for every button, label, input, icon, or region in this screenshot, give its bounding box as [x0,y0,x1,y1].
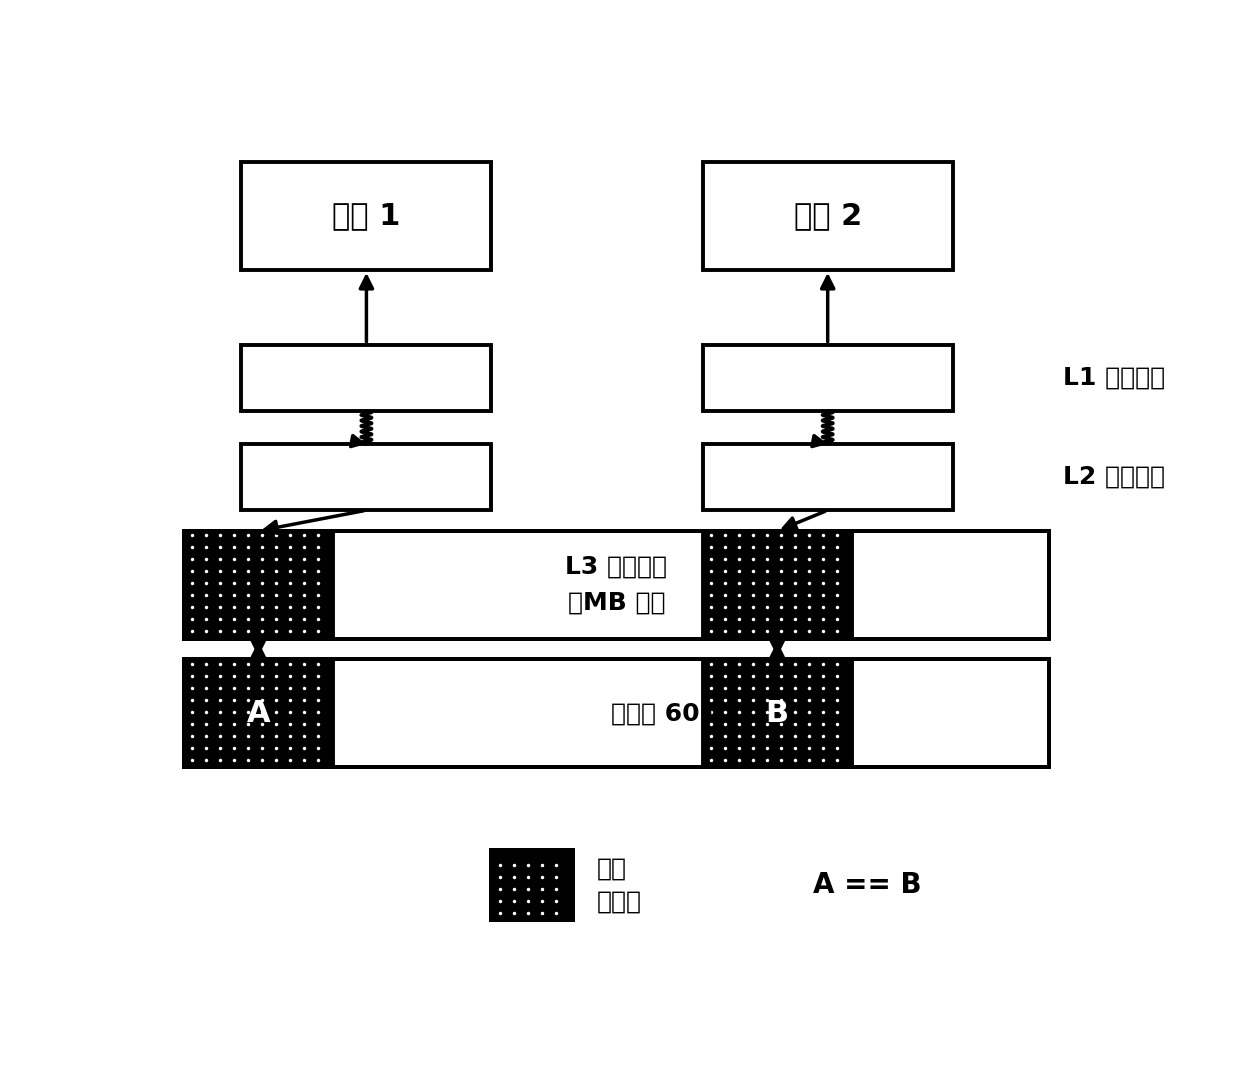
Bar [491,850,573,920]
Text: L3 高速缓存
－MB 规模: L3 高速缓存 －MB 规模 [565,555,667,614]
Text: 实例 1: 实例 1 [332,201,401,230]
Bar [703,344,952,411]
Text: A: A [247,698,270,727]
Bar [184,530,1049,639]
Bar [242,162,491,270]
Bar [703,162,952,270]
Text: 实例 2: 实例 2 [794,201,862,230]
Text: L2 高速缓存: L2 高速缓存 [1063,465,1166,490]
Text: 存储器 601: 存储器 601 [611,702,718,725]
Bar [703,660,852,767]
Bar [703,444,952,510]
Text: B: B [765,698,789,727]
Bar [184,530,1049,639]
Text: L1 高速缓存: L1 高速缓存 [1063,366,1166,390]
Bar [184,660,332,767]
Bar [184,530,332,639]
Bar [491,850,573,920]
Bar [184,660,1049,767]
Text: A == B: A == B [813,872,921,900]
Bar [242,444,491,510]
Bar [703,530,852,639]
Text: 共享
存储器: 共享 存储器 [596,856,642,914]
Bar [242,344,491,411]
Bar [184,660,1049,767]
